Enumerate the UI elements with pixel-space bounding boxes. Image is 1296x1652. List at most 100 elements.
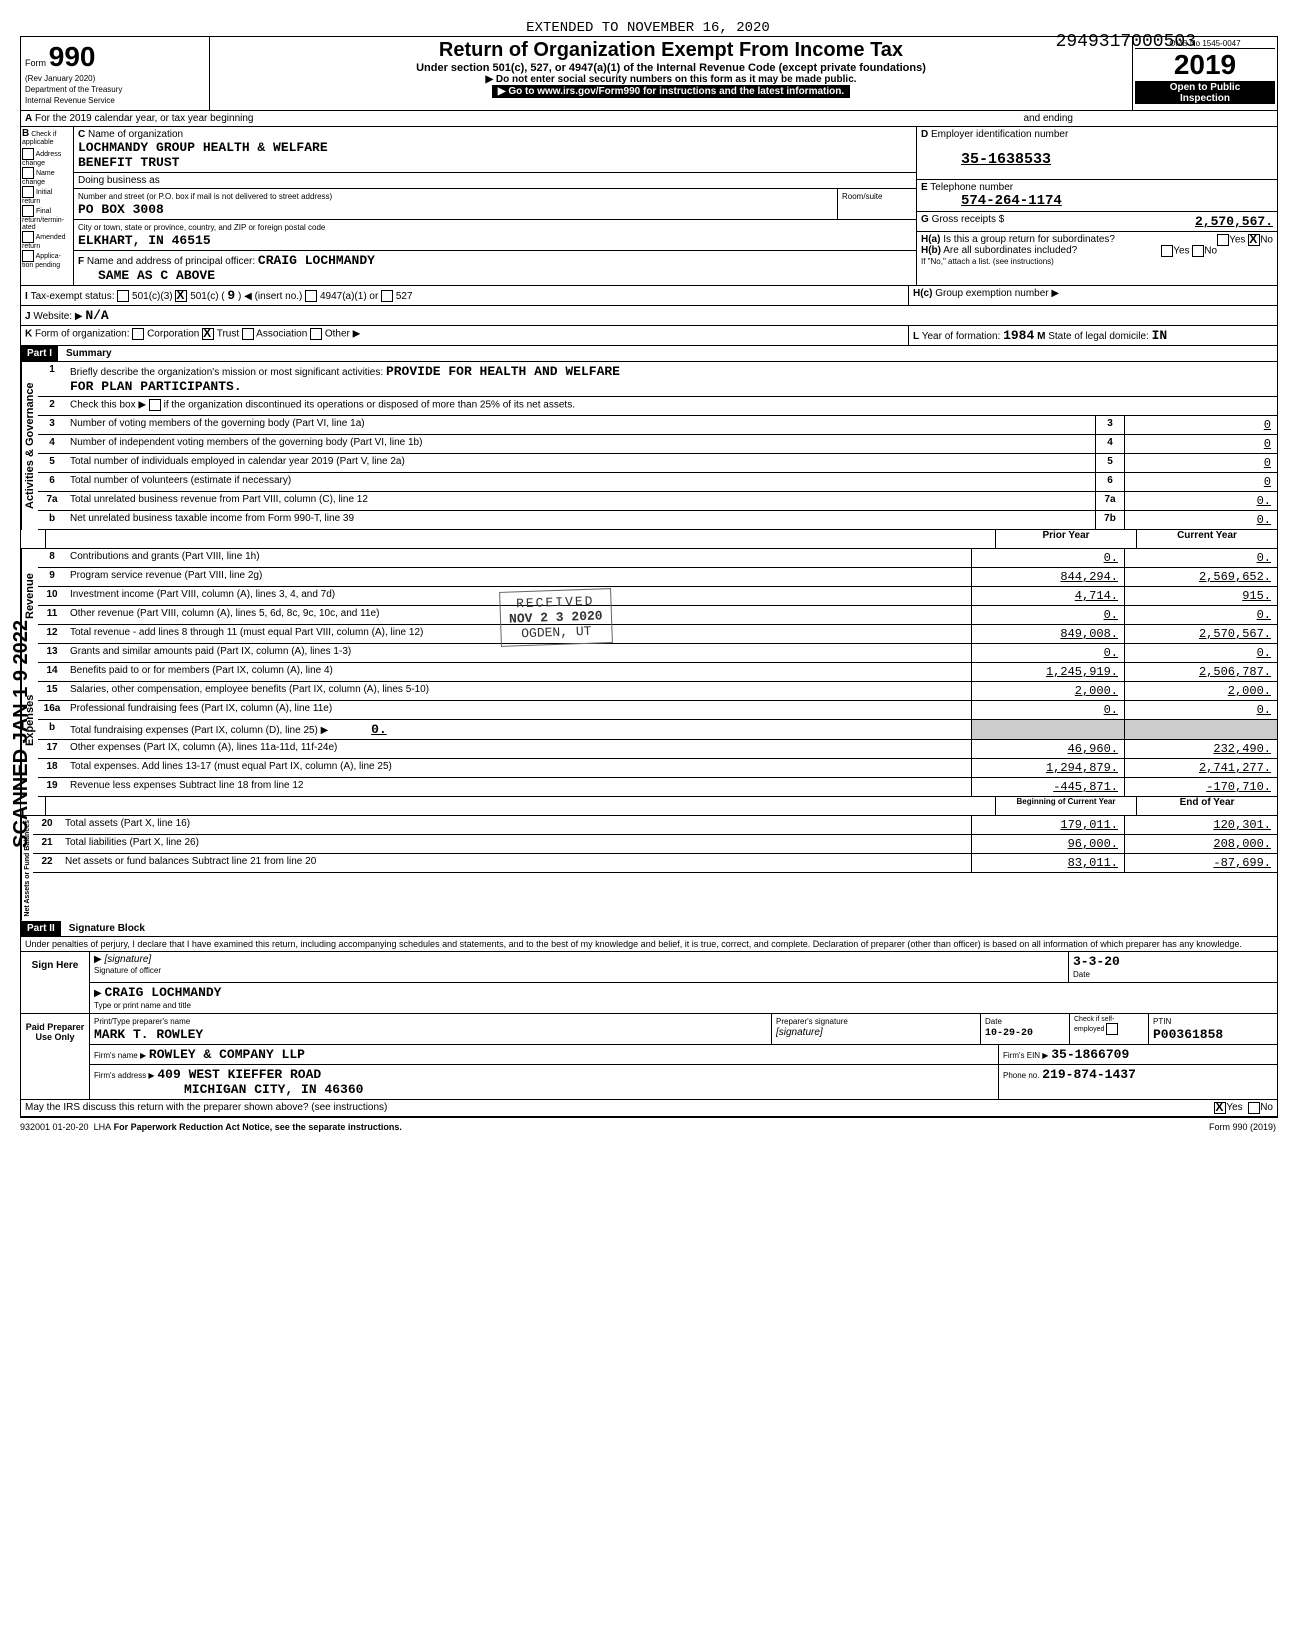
hdr-begin: Beginning of Current Year bbox=[995, 797, 1136, 815]
footer-lha: LHA bbox=[94, 1122, 112, 1132]
line17-prior: 46,960. bbox=[971, 740, 1124, 758]
sign-name-label: Type or print name and title bbox=[94, 1001, 191, 1010]
prep-name: MARK T. ROWLEY bbox=[94, 1027, 203, 1042]
line21-desc: Total liabilities (Part X, line 26) bbox=[61, 835, 971, 853]
room-label: Room/suite bbox=[842, 192, 882, 201]
form-rev: (Rev January 2020) bbox=[25, 74, 95, 83]
j-label: Website: ▶ bbox=[33, 311, 82, 322]
line7b-desc: Net unrelated business taxable income fr… bbox=[66, 511, 1095, 529]
line13-cur: 0. bbox=[1124, 644, 1277, 662]
paid-label: Paid Preparer Use Only bbox=[21, 1014, 90, 1099]
self-employed-checkbox[interactable] bbox=[1106, 1023, 1118, 1035]
line9-prior: 844,294. bbox=[971, 568, 1124, 586]
line-17: 17Other expenses (Part IX, column (A), l… bbox=[38, 740, 1277, 759]
website: N/A bbox=[85, 308, 108, 323]
form-subtitle: Under section 501(c), 527, or 4947(a)(1)… bbox=[218, 62, 1124, 74]
line-10: 10Investment income (Part VIII, column (… bbox=[38, 587, 1277, 606]
line8-cur: 0. bbox=[1124, 549, 1277, 567]
line21-end: 208,000. bbox=[1124, 835, 1277, 853]
ein: 35-1638533 bbox=[961, 151, 1051, 168]
line-7b: bNet unrelated business taxable income f… bbox=[38, 511, 1277, 530]
line4-box: 4 bbox=[1095, 435, 1124, 453]
line11-cur: 0. bbox=[1124, 606, 1277, 624]
k-other[interactable]: Other ▶ bbox=[325, 329, 360, 340]
line-22: 22Net assets or fund balances Subtract l… bbox=[33, 854, 1277, 873]
line8-desc: Contributions and grants (Part VIII, lin… bbox=[66, 549, 971, 567]
line-9: 9Program service revenue (Part VIII, lin… bbox=[38, 568, 1277, 587]
line-13: 13Grants and similar amounts paid (Part … bbox=[38, 644, 1277, 663]
i-4947[interactable]: 4947(a)(1) or bbox=[320, 291, 378, 302]
gross-receipts: 2,570,567. bbox=[1004, 214, 1273, 229]
line13-desc: Grants and similar amounts paid (Part IX… bbox=[66, 644, 971, 662]
firm-name: ROWLEY & COMPANY LLP bbox=[149, 1047, 305, 1062]
form-number: 990 bbox=[49, 41, 96, 72]
inspection: Inspection bbox=[1135, 93, 1275, 104]
footer-code: 932001 01-20-20 bbox=[20, 1122, 89, 1132]
part1-body: Activities & Governance 1 Briefly descri… bbox=[21, 362, 1277, 530]
line19-desc: Revenue less expenses Subtract line 18 f… bbox=[66, 778, 971, 796]
line-21: 21Total liabilities (Part X, line 26)96,… bbox=[33, 835, 1277, 854]
form-goto: ▶ Go to www.irs.gov/Form990 for instruct… bbox=[492, 85, 850, 98]
line5-box: 5 bbox=[1095, 454, 1124, 472]
i-527[interactable]: 527 bbox=[396, 291, 413, 302]
line-5: 5Total number of individuals employed in… bbox=[38, 454, 1277, 473]
firm-addr1: 409 WEST KIEFFER ROAD bbox=[157, 1067, 321, 1082]
line8-prior: 0. bbox=[971, 549, 1124, 567]
k-trust[interactable]: Trust bbox=[217, 329, 239, 340]
discuss-no-checkbox[interactable] bbox=[1248, 1102, 1260, 1114]
line5-desc: Total number of individuals employed in … bbox=[66, 454, 1095, 472]
i-insert: 9 bbox=[227, 288, 235, 303]
ha-no[interactable]: No bbox=[1260, 235, 1273, 246]
k-assoc[interactable]: Association bbox=[256, 329, 307, 340]
paid-preparer-block: Paid Preparer Use Only Print/Type prepar… bbox=[21, 1014, 1277, 1100]
ha-yes[interactable]: Yes bbox=[1229, 235, 1245, 246]
line18-cur: 2,741,277. bbox=[1124, 759, 1277, 777]
line2-desc: Check this box ▶ bbox=[70, 400, 146, 411]
line20-begin: 179,011. bbox=[971, 816, 1124, 834]
k-corp[interactable]: Corporation bbox=[147, 329, 199, 340]
street-label: Number and street (or P.O. box if mail i… bbox=[78, 192, 332, 201]
line-12: 12Total revenue - add lines 8 through 11… bbox=[38, 625, 1277, 644]
i-501c[interactable]: 501(c) ( bbox=[190, 291, 224, 302]
city-label: City or town, state or province, country… bbox=[78, 223, 325, 232]
line19-prior: -445,871. bbox=[971, 778, 1124, 796]
received-l3: OGDEN, UT bbox=[509, 623, 603, 641]
discuss-text: May the IRS discuss this return with the… bbox=[25, 1102, 387, 1114]
identity-left: C Name of organization LOCHMANDY GROUP H… bbox=[74, 127, 916, 285]
part2-header: Part II Signature Block bbox=[21, 921, 1277, 937]
form-990: Form 990 (Rev January 2020) Department o… bbox=[20, 36, 1278, 1118]
firm-ein-label: Firm's EIN ▶ bbox=[1003, 1051, 1048, 1060]
line15-cur: 2,000. bbox=[1124, 682, 1277, 700]
footer-form: Form 990 (2019) bbox=[1209, 1122, 1276, 1132]
m-label: State of legal domicile: bbox=[1048, 331, 1149, 342]
line13-prior: 0. bbox=[971, 644, 1124, 662]
sign-date: 3-3-20 bbox=[1073, 954, 1120, 969]
prep-date-label: Date bbox=[985, 1017, 1002, 1026]
line-15: 15Salaries, other compensation, employee… bbox=[38, 682, 1277, 701]
year-formation: 1984 bbox=[1003, 328, 1034, 343]
form-prefix: Form bbox=[25, 58, 46, 68]
line-8: 8Contributions and grants (Part VIII, li… bbox=[38, 549, 1277, 568]
line2-suffix: if the organization discontinued its ope… bbox=[164, 400, 575, 411]
discuss-yes-checkbox[interactable] bbox=[1214, 1102, 1226, 1114]
line1-val2: FOR PLAN PARTICIPANTS. bbox=[70, 379, 242, 394]
phone: 574-264-1174 bbox=[961, 193, 1062, 209]
discuss-no: No bbox=[1260, 1102, 1273, 1114]
ha-label: Is this a group return for subordinates? bbox=[943, 234, 1115, 245]
line2-checkbox[interactable] bbox=[149, 399, 161, 411]
e-label: Telephone number bbox=[930, 182, 1013, 193]
i-insertno: ) ◀ (insert no.) bbox=[238, 291, 302, 302]
firm-label: Firm's name ▶ bbox=[94, 1051, 146, 1060]
identity-block: B Check if applicable Address change Nam… bbox=[21, 127, 1277, 286]
header-left: Form 990 (Rev January 2020) Department o… bbox=[21, 37, 210, 110]
i-501c3[interactable]: 501(c)(3) bbox=[132, 291, 173, 302]
section-revenue: Revenue bbox=[21, 549, 38, 644]
line-2: 2 Check this box ▶ if the organization d… bbox=[38, 397, 1277, 416]
line-7a: 7aTotal unrelated business revenue from … bbox=[38, 492, 1277, 511]
line18-desc: Total expenses. Add lines 13-17 (must eq… bbox=[66, 759, 971, 777]
officer-addr: SAME AS C ABOVE bbox=[98, 268, 215, 283]
line-11: 11Other revenue (Part VIII, column (A), … bbox=[38, 606, 1277, 625]
line7b-val: 0. bbox=[1124, 511, 1277, 529]
sign-name: CRAIG LOCHMANDY bbox=[104, 985, 221, 1000]
line18-prior: 1,294,879. bbox=[971, 759, 1124, 777]
